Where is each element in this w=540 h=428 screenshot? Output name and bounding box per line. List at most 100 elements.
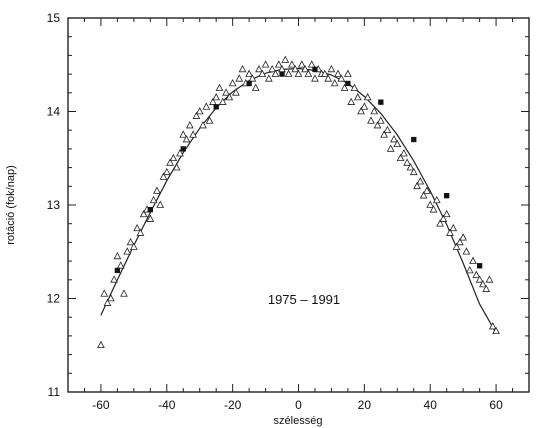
triangle-data-point [192,111,201,119]
triangle-data-point [380,130,388,138]
triangle-data-point [288,60,296,68]
triangle-data-point [202,102,211,110]
triangle-data-point [274,60,283,68]
triangle-data-point [176,149,184,157]
triangle-data-point [488,322,497,330]
triangle-data-point [432,195,441,204]
square-data-point [180,146,186,152]
triangle-data-point [291,64,300,73]
triangle-data-point [462,247,471,255]
triangle-data-point [179,130,188,138]
triangle-data-point [479,280,487,288]
triangle-data-point [218,97,227,105]
triangle-data-point [436,219,444,227]
triangle-data-point [153,186,161,194]
triangle-data-point [429,205,438,213]
triangle-data-point [195,107,204,115]
triangle-data-point [199,121,207,129]
triangle-data-point [413,181,421,190]
fit-curve-line [100,67,497,334]
triangle-data-point [344,69,352,77]
triangle-data-point [469,256,477,264]
triangle-data-point [251,83,260,91]
triangle-data-point [238,64,247,73]
triangle-data-point [353,93,362,101]
triangle-data-point [100,289,109,297]
square-data-point [213,104,219,110]
triangle-data-point [449,223,458,232]
triangle-data-point [452,242,461,250]
x-tick-label: 20 [358,398,372,412]
x-tick-label: 60 [489,398,503,412]
triangle-data-point [416,177,425,185]
triangle-data-point [409,167,418,176]
triangle-data-point [120,289,128,297]
y-axis-ticks [68,17,529,393]
triangle-data-point [162,167,171,176]
square-data-points [114,66,483,274]
triangle-data-point [156,200,165,208]
x-axis-tick-labels: -60 -40 -20 0 20 40 60 [92,398,503,412]
year-range-annotation: 1975 – 1991 [268,292,340,307]
triangle-data-point [311,74,319,82]
triangle-data-point [129,242,138,250]
triangle-data-point [235,74,244,82]
triangle-data-point [439,214,448,222]
triangle-data-point [465,266,474,274]
triangle-data-point [337,74,346,82]
triangle-data-point [475,275,484,283]
triangle-data-point [492,326,500,335]
triangle-data-point [294,69,303,77]
triangle-data-point [209,97,217,105]
triangle-data-point [182,135,191,143]
triangle-data-point [255,64,263,73]
triangle-data-point [334,69,342,77]
triangle-data-point [139,209,148,218]
triangle-data-point [485,275,494,283]
square-data-point [378,99,384,105]
triangle-data-point [103,298,112,306]
x-axis-ticks [67,18,530,392]
triangle-data-point [367,116,375,124]
triangle-data-point [268,64,277,73]
triangle-data-point [307,60,316,68]
triangle-data-point [301,64,309,73]
triangle-data-point [459,233,468,241]
triangle-data-point [159,172,168,180]
triangle-data-point [400,149,408,157]
square-data-point [345,80,351,87]
triangle-data-point [222,88,230,96]
triangle-data-point [320,69,329,77]
triangle-data-point [350,83,359,91]
triangle-data-point [166,158,174,166]
y-tick-label: 15 [47,11,61,25]
square-data-point [147,207,153,213]
triangle-data-point [123,247,132,255]
triangle-data-point [149,195,158,204]
triangle-data-point [442,209,451,218]
y-tick-label: 13 [47,198,61,212]
triangle-data-point [347,97,356,105]
triangle-data-point [324,74,333,82]
triangle-data-point [113,251,122,260]
triangle-data-point [258,69,267,77]
triangle-data-point [327,64,336,73]
triangle-data-point [386,144,395,152]
y-tick-label: 14 [47,105,61,119]
triangle-data-point [357,107,365,115]
x-tick-label: 40 [424,398,438,412]
triangle-data-point [97,340,105,349]
triangle-data-point [376,116,385,124]
triangle-data-point [261,60,270,68]
y-tick-label: 12 [47,292,61,306]
y-tick-label: 11 [48,385,61,399]
x-tick-label: -60 [92,398,110,412]
square-data-point [476,263,483,269]
triangle-data-point [396,153,405,162]
triangle-data-point [426,200,435,208]
triangle-data-point [133,223,142,232]
triangle-data-point [455,237,464,246]
triangle-data-point [419,191,428,199]
